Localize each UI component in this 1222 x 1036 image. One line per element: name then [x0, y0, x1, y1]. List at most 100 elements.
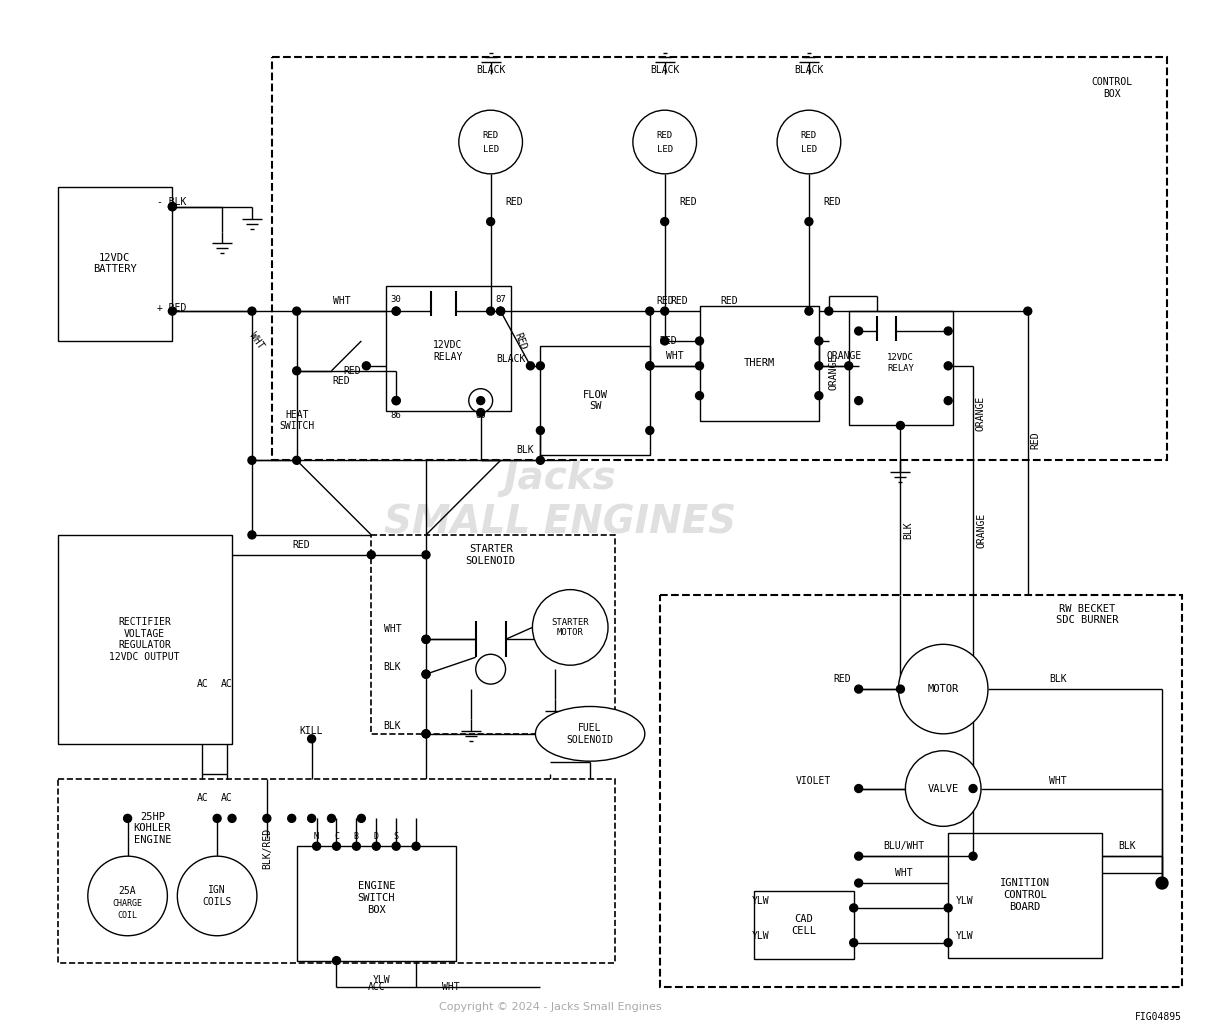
Circle shape — [645, 307, 654, 315]
Text: RED: RED — [656, 131, 673, 140]
Circle shape — [695, 392, 704, 400]
Circle shape — [898, 644, 987, 733]
Circle shape — [308, 814, 315, 823]
Text: RECTIFIER
VOLTAGE
REGULATOR
12VDC OUTPUT: RECTIFIER VOLTAGE REGULATOR 12VDC OUTPUT — [109, 617, 180, 662]
Circle shape — [422, 670, 430, 679]
Circle shape — [392, 307, 400, 315]
Circle shape — [229, 814, 236, 823]
Text: HEAT
SWITCH: HEAT SWITCH — [279, 409, 314, 431]
Circle shape — [392, 397, 400, 405]
Circle shape — [293, 307, 301, 315]
Text: YLW: YLW — [956, 896, 974, 905]
Circle shape — [844, 362, 853, 370]
Circle shape — [945, 327, 952, 335]
Bar — [57, 186, 172, 341]
Text: MOTOR: MOTOR — [927, 684, 959, 694]
Circle shape — [392, 307, 400, 315]
Circle shape — [825, 307, 833, 315]
Text: 12VDC
BATTERY: 12VDC BATTERY — [93, 253, 137, 275]
Circle shape — [969, 853, 978, 860]
Circle shape — [263, 814, 271, 823]
Text: RED: RED — [833, 674, 851, 684]
Text: 25HP
KOHLER
ENGINE: 25HP KOHLER ENGINE — [133, 812, 171, 845]
Bar — [660, 595, 1182, 987]
Text: BLK: BLK — [1048, 674, 1067, 684]
Circle shape — [527, 362, 534, 370]
Bar — [386, 286, 511, 410]
Text: ORANGE: ORANGE — [975, 396, 985, 431]
Circle shape — [352, 842, 360, 851]
Text: RED: RED — [800, 131, 818, 140]
Text: WHT: WHT — [895, 868, 913, 879]
Bar — [57, 779, 615, 962]
Circle shape — [854, 397, 863, 405]
Text: RED: RED — [671, 296, 688, 307]
Text: BLK: BLK — [903, 521, 913, 539]
Circle shape — [805, 307, 813, 315]
Text: BLACK: BLACK — [475, 65, 506, 76]
Text: WHT: WHT — [666, 351, 683, 361]
Text: + RED: + RED — [158, 304, 187, 313]
Circle shape — [945, 904, 952, 912]
Text: RED: RED — [293, 540, 310, 550]
Circle shape — [392, 397, 400, 405]
Circle shape — [661, 307, 668, 315]
Text: ORANGE: ORANGE — [976, 513, 986, 548]
Circle shape — [169, 307, 176, 315]
Text: M: M — [314, 832, 319, 841]
Text: Copyright © 2024 - Jacks Small Engines: Copyright © 2024 - Jacks Small Engines — [439, 1003, 661, 1012]
Text: S: S — [393, 832, 398, 841]
Circle shape — [533, 589, 609, 665]
Circle shape — [123, 814, 132, 823]
Circle shape — [849, 904, 858, 912]
Circle shape — [213, 814, 221, 823]
Circle shape — [422, 729, 430, 738]
Circle shape — [496, 307, 505, 315]
Text: CONTROL
BOX: CONTROL BOX — [1091, 78, 1133, 99]
Circle shape — [645, 362, 654, 370]
Text: AC: AC — [197, 680, 208, 689]
Circle shape — [645, 427, 654, 434]
Text: RED: RED — [656, 296, 673, 307]
Circle shape — [248, 530, 255, 539]
Circle shape — [327, 814, 336, 823]
Text: AC: AC — [221, 794, 233, 804]
Circle shape — [695, 362, 704, 370]
Circle shape — [633, 110, 697, 174]
Circle shape — [486, 218, 495, 226]
Text: BLK: BLK — [384, 662, 401, 672]
Circle shape — [815, 337, 822, 345]
Text: RED: RED — [513, 330, 528, 351]
Circle shape — [849, 939, 858, 947]
Circle shape — [88, 856, 167, 936]
Text: THERM: THERM — [743, 357, 775, 368]
Circle shape — [645, 362, 654, 370]
Text: C: C — [334, 832, 338, 841]
Text: BLACK: BLACK — [794, 65, 824, 76]
Text: AC: AC — [197, 794, 208, 804]
Bar — [371, 535, 615, 733]
Circle shape — [906, 751, 981, 827]
Circle shape — [661, 218, 668, 226]
Text: ORANGE: ORANGE — [826, 351, 862, 361]
Circle shape — [177, 856, 257, 936]
Circle shape — [332, 842, 341, 851]
Circle shape — [536, 362, 544, 370]
Text: BLACK: BLACK — [650, 65, 679, 76]
Text: STARTER
SOLENOID: STARTER SOLENOID — [466, 544, 516, 566]
Circle shape — [308, 735, 315, 743]
Circle shape — [854, 327, 863, 335]
Bar — [849, 311, 953, 426]
Text: BLK/RED: BLK/RED — [262, 828, 271, 869]
Circle shape — [536, 427, 544, 434]
Text: BLK: BLK — [517, 445, 534, 456]
Circle shape — [695, 337, 704, 345]
Circle shape — [854, 784, 863, 793]
Text: YLW: YLW — [373, 975, 390, 984]
Text: VIOLET: VIOLET — [796, 776, 831, 785]
Ellipse shape — [535, 707, 645, 761]
Circle shape — [661, 337, 668, 345]
Circle shape — [815, 392, 822, 400]
Text: LED: LED — [656, 145, 673, 154]
Text: IGNITION
CONTROL
BOARD: IGNITION CONTROL BOARD — [1000, 879, 1050, 912]
